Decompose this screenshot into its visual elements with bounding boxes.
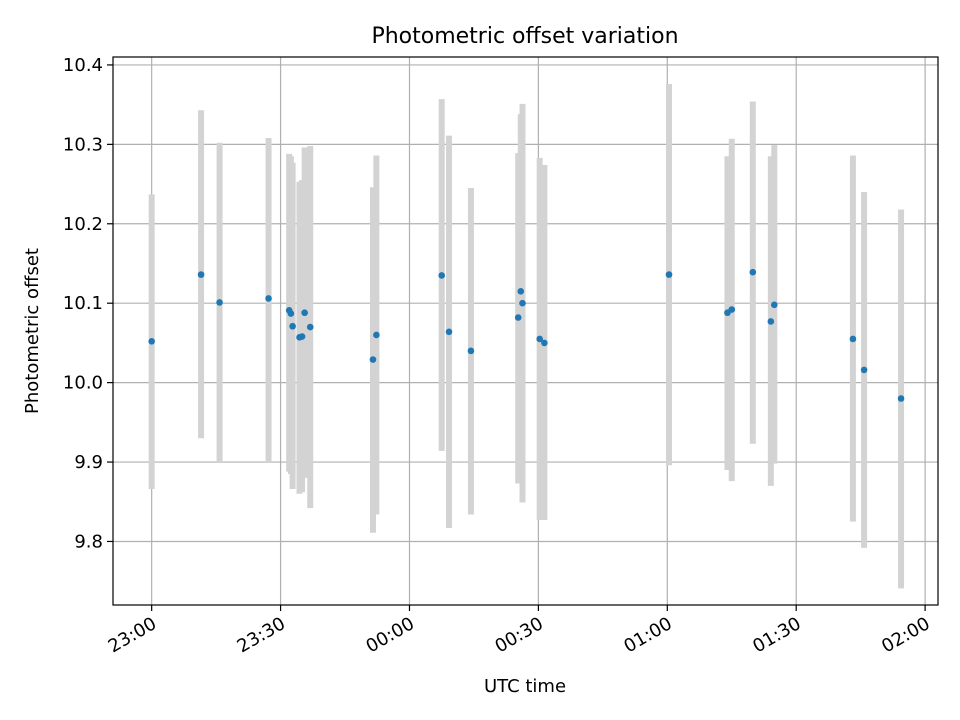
data-point [306, 323, 314, 331]
data-point [148, 338, 155, 345]
data-point [770, 301, 778, 309]
data-point [897, 395, 905, 402]
data-point [373, 331, 380, 339]
y-tick-label: 9.8 [74, 531, 103, 552]
plot-frame [112, 56, 939, 606]
data-point [849, 335, 857, 343]
data-point [541, 339, 548, 347]
y-tick-label: 10.0 [63, 373, 103, 394]
data-point [445, 328, 453, 336]
data-point [289, 322, 296, 330]
data-point [749, 268, 757, 276]
data-point [467, 347, 475, 355]
data-point [517, 287, 525, 295]
data-point [265, 295, 272, 302]
data-point [197, 271, 205, 278]
data-point [216, 299, 223, 306]
chart-title: Photometric offset variation [371, 24, 678, 49]
x-axis-label: UTC time [484, 676, 566, 697]
data-point [767, 318, 775, 325]
data-point [298, 333, 306, 340]
data-point [514, 314, 522, 321]
data-point [728, 306, 736, 313]
data-point [287, 310, 295, 317]
y-tick-label: 9.9 [74, 452, 103, 473]
data-point [301, 309, 308, 317]
data-point [665, 271, 673, 278]
data-point [536, 335, 543, 343]
y-axis-label: Photometric offset [22, 248, 43, 414]
data-point [369, 356, 377, 363]
y-tick-label: 10.3 [63, 134, 103, 155]
y-tick-label: 10.1 [63, 293, 103, 314]
data-point [438, 272, 446, 279]
data-point [860, 366, 868, 374]
data-point [519, 299, 526, 307]
y-tick-label: 10.4 [63, 55, 103, 76]
point-layer [148, 268, 905, 402]
y-tick-label: 10.2 [63, 214, 103, 235]
